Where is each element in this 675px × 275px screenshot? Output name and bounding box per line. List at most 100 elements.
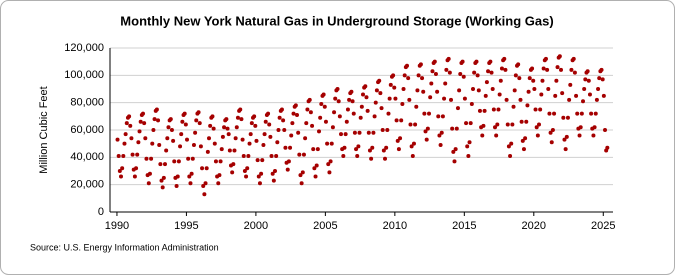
- point: [233, 136, 238, 141]
- point: [357, 130, 362, 135]
- point: [395, 138, 400, 143]
- point: [593, 111, 598, 116]
- point: [504, 97, 509, 102]
- point: [506, 144, 511, 149]
- point: [220, 134, 225, 139]
- point: [498, 78, 503, 83]
- x-tick-label: 2010: [383, 220, 407, 232]
- point: [341, 153, 346, 158]
- point: [399, 118, 404, 123]
- point: [569, 67, 574, 72]
- point: [197, 121, 202, 126]
- y-tick-label: 120,000: [64, 42, 104, 54]
- point: [147, 171, 152, 176]
- point: [594, 97, 599, 102]
- point: [300, 170, 305, 175]
- point: [325, 141, 330, 146]
- point: [196, 110, 201, 115]
- point: [253, 123, 258, 128]
- point: [257, 181, 262, 186]
- point: [268, 134, 273, 139]
- point: [342, 145, 347, 150]
- point: [288, 145, 293, 150]
- point: [323, 119, 328, 124]
- point: [217, 173, 222, 178]
- point: [603, 128, 608, 132]
- point: [517, 76, 522, 81]
- point: [186, 156, 191, 161]
- point: [365, 108, 370, 113]
- point: [552, 111, 557, 116]
- point: [467, 140, 472, 145]
- point: [483, 93, 488, 98]
- point: [190, 156, 195, 161]
- point: [136, 140, 141, 145]
- point: [372, 114, 377, 119]
- point: [516, 62, 521, 67]
- point: [503, 67, 508, 72]
- point: [132, 174, 137, 179]
- point: [574, 93, 579, 98]
- point: [317, 129, 322, 134]
- point: [533, 107, 538, 112]
- point: [513, 73, 518, 78]
- point: [222, 125, 227, 130]
- y-tick-label: 0: [98, 206, 104, 218]
- point: [141, 111, 146, 116]
- point: [336, 99, 341, 104]
- point: [123, 132, 128, 137]
- point: [235, 115, 240, 120]
- point: [283, 145, 288, 150]
- point: [308, 110, 313, 115]
- point: [279, 107, 284, 112]
- point: [238, 107, 243, 112]
- point: [241, 153, 246, 158]
- point: [450, 126, 455, 131]
- point: [277, 115, 282, 120]
- point: [117, 169, 122, 173]
- point: [413, 122, 418, 127]
- point: [555, 65, 560, 70]
- point: [299, 181, 304, 186]
- point: [495, 122, 500, 127]
- point: [420, 76, 425, 81]
- point: [294, 112, 299, 117]
- point: [297, 152, 302, 157]
- point: [449, 97, 454, 102]
- point: [418, 62, 423, 67]
- point: [175, 174, 180, 179]
- point: [605, 145, 610, 150]
- point: [286, 159, 291, 164]
- point: [439, 130, 444, 135]
- point: [582, 87, 587, 91]
- point: [314, 163, 319, 168]
- point: [398, 136, 403, 141]
- point: [524, 119, 529, 124]
- point: [143, 136, 148, 141]
- point: [457, 88, 462, 93]
- point: [202, 192, 207, 197]
- point: [440, 114, 445, 119]
- point: [204, 166, 209, 171]
- point: [347, 97, 352, 102]
- point: [525, 103, 530, 108]
- point: [474, 59, 479, 64]
- point: [367, 148, 372, 153]
- point: [599, 67, 604, 72]
- point: [337, 114, 342, 119]
- point: [600, 77, 605, 82]
- point: [581, 99, 586, 104]
- point: [568, 82, 573, 87]
- point: [505, 122, 510, 127]
- point: [164, 148, 169, 153]
- point: [289, 133, 294, 138]
- point: [512, 88, 517, 93]
- point: [486, 69, 491, 74]
- point: [271, 178, 276, 183]
- point: [159, 178, 164, 183]
- point: [510, 122, 515, 127]
- point: [461, 74, 466, 79]
- point: [481, 123, 486, 128]
- point: [539, 92, 544, 97]
- point: [210, 114, 215, 119]
